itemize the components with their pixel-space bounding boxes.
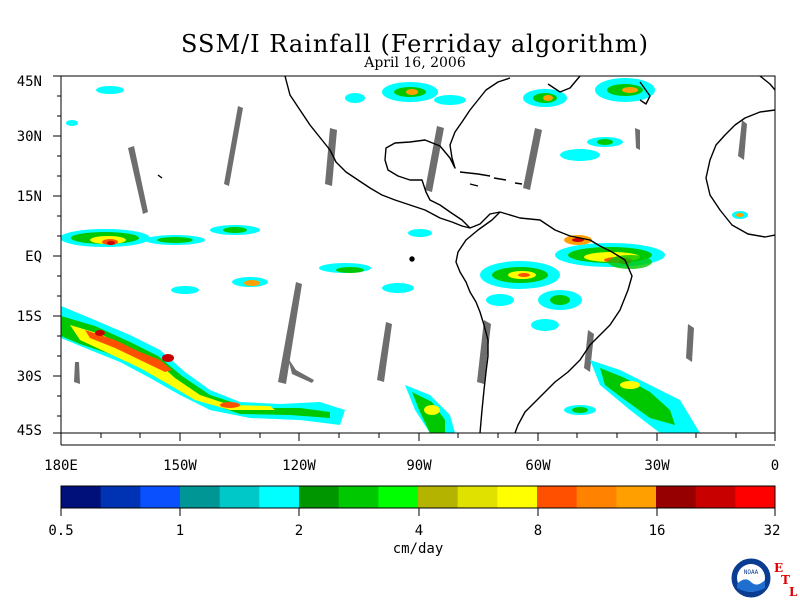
lat-label-45s: 45S — [16, 423, 42, 439]
colorbar-segment — [735, 486, 776, 508]
etl-letter-t: T — [781, 573, 790, 587]
colorbar-segment — [100, 486, 141, 508]
colorbar-segment — [695, 486, 736, 508]
map-title: SSM/I Rainfall (Ferriday algorithm) — [180, 30, 650, 58]
colorbar-tick-label: 32 — [763, 523, 781, 539]
colorbar-tick-label: 0.5 — [48, 523, 74, 539]
lat-label-30n: 30N — [16, 129, 42, 145]
lat-label-15s: 15S — [16, 309, 42, 325]
colorbar-segment — [219, 486, 260, 508]
lat-label-45n: 45N — [16, 74, 42, 90]
lon-label-150w: 150W — [163, 458, 197, 474]
lon-label-90w: 90W — [406, 458, 432, 474]
colorbar-segment — [457, 486, 498, 508]
colorbar-segment — [616, 486, 657, 508]
lat-label-eq: EQ — [25, 249, 42, 265]
colorbar-segment — [576, 486, 617, 508]
coastlines — [157, 76, 775, 433]
colorbar-segment — [656, 486, 697, 508]
lon-label-180e: 180E — [44, 458, 78, 474]
colorbar-segment — [338, 486, 379, 508]
colorbar-segment — [378, 486, 419, 508]
lat-label-15n: 15N — [16, 189, 42, 205]
lon-label-120w: 120W — [282, 458, 316, 474]
colorbar — [60, 485, 776, 509]
lat-label-30s: 30S — [16, 369, 42, 385]
map-date: April 16, 2006 — [364, 55, 466, 71]
rainfall-areas — [61, 78, 748, 433]
etl-letter-e: E — [774, 561, 784, 575]
colorbar-segment — [61, 486, 102, 508]
noaa-logo-text: NOAA — [744, 569, 759, 576]
colorbar-ticks — [60, 508, 776, 516]
colorbar-tick-label: 8 — [533, 523, 543, 539]
lon-label-30w: 30W — [644, 458, 670, 474]
colorbar-segment — [497, 486, 538, 508]
swath-gaps — [74, 106, 747, 384]
colorbar-segment — [299, 486, 340, 508]
etl-letter-l: L — [789, 585, 798, 599]
colorbar-segment — [140, 486, 181, 508]
colorbar-tick-label: 2 — [294, 523, 304, 539]
colorbar-tick-label: 16 — [648, 523, 666, 539]
colorbar-units: cm/day — [392, 541, 444, 557]
lon-label-60w: 60W — [525, 458, 551, 474]
axis-ticks — [53, 75, 776, 446]
colorbar-tick-label: 4 — [414, 523, 424, 539]
colorbar-segment — [418, 486, 459, 508]
colorbar-segment — [537, 486, 578, 508]
colorbar-segment — [259, 486, 300, 508]
colorbar-tick-label: 1 — [175, 523, 185, 539]
colorbar-segment — [180, 486, 221, 508]
lon-label-0: 0 — [770, 458, 780, 474]
noaa-logo: NOAA — [731, 558, 771, 598]
colorbar-border — [60, 485, 776, 509]
